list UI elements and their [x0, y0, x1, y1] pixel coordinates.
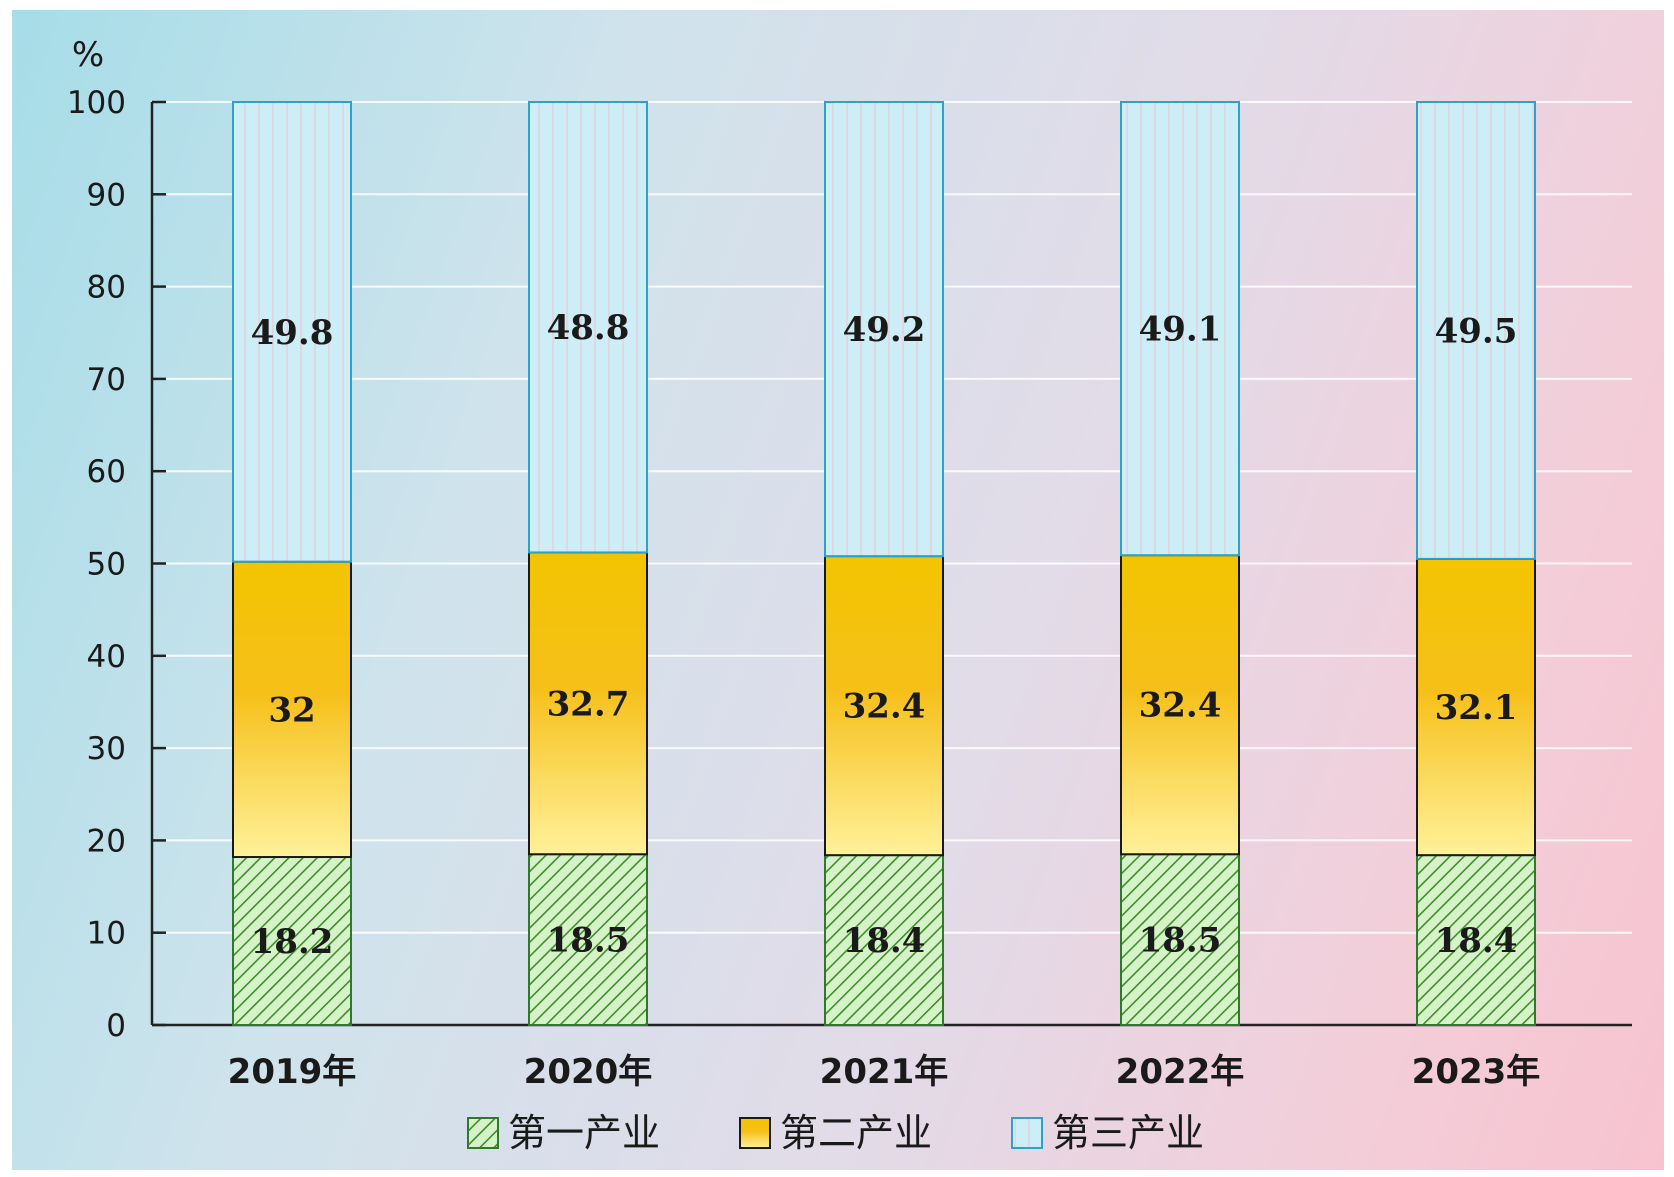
data-label: 49.5	[1435, 311, 1518, 351]
y-tick-label: 80	[87, 270, 126, 306]
data-label: 49.1	[1139, 310, 1222, 350]
data-label: 32.7	[547, 684, 630, 724]
bar-segment	[1120, 554, 1240, 856]
bar-segment	[824, 555, 944, 857]
y-tick-label: 90	[87, 177, 126, 213]
data-label: 18.4	[1435, 921, 1518, 961]
x-tick-label: 2021年	[820, 1052, 949, 1092]
bar-segment	[232, 101, 352, 563]
y-tick-label: 70	[87, 362, 126, 398]
x-tick-label: 2019年	[228, 1052, 357, 1092]
data-label: 32.1	[1435, 688, 1518, 728]
axes: 0 10 20 30 40 50 60 70 80 90 100% 2019年 2020年 2021年 20…	[67, 35, 1632, 1092]
x-tick-label: 2020年	[524, 1052, 653, 1092]
x-tick-label: 2023年	[1412, 1052, 1541, 1092]
data-label: 32.4	[843, 687, 926, 727]
data-label: 32	[268, 690, 315, 730]
y-tick-label: 100	[67, 85, 126, 121]
legend-label: 第一产业	[508, 1111, 660, 1155]
legend-label: 第二产业	[780, 1111, 932, 1155]
data-label: 32.4	[1139, 686, 1222, 726]
data-label: 48.8	[547, 308, 630, 348]
bar-segment	[1416, 557, 1536, 857]
x-tick-label: 2022年	[1116, 1052, 1245, 1092]
bar-segment	[824, 854, 944, 1027]
bars	[232, 101, 1536, 1027]
bar-segment	[1120, 853, 1240, 1026]
y-tick-label: 40	[87, 639, 126, 675]
bar-segment	[232, 560, 352, 859]
y-tick-label: 0	[106, 1008, 126, 1044]
bar-segment	[528, 101, 648, 554]
bar-segment	[528, 853, 648, 1026]
bar-segment	[1120, 101, 1240, 557]
legend-swatch	[1011, 1117, 1043, 1149]
bar-segment	[232, 856, 352, 1026]
legend: 第一产业 第二产业 第三产业	[467, 1111, 1204, 1155]
data-label: 18.5	[1139, 921, 1222, 961]
data-label: 18.5	[547, 921, 630, 961]
legend-label: 第三产业	[1052, 1111, 1204, 1155]
legend-swatch	[739, 1117, 771, 1149]
y-tick-label: 20	[87, 823, 126, 859]
y-tick-label: 30	[87, 731, 126, 767]
bar-segment	[528, 551, 648, 856]
data-label: 18.4	[843, 921, 926, 961]
y-axis-unit: %	[72, 35, 104, 75]
data-label: 49.2	[843, 310, 926, 350]
bar-segment	[1416, 101, 1536, 560]
data-label: 49.8	[251, 313, 334, 353]
y-tick-label: 10	[87, 916, 126, 952]
y-tick-label: 50	[87, 547, 126, 583]
data-label: 18.2	[251, 922, 334, 962]
data-labels: 18.2 32 49.8 18.5 32.7 48.8 18.4 32.4 49.2 18.5 32…	[251, 308, 1518, 962]
y-tick-label: 60	[87, 454, 126, 490]
legend-swatch	[467, 1117, 499, 1149]
bar-segment	[824, 101, 944, 558]
